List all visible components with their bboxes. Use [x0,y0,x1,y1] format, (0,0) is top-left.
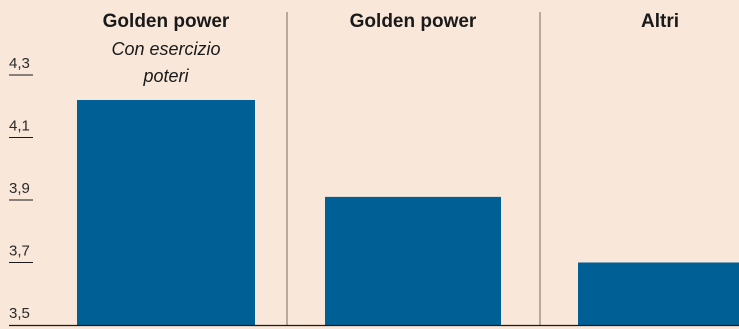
bars [77,100,739,325]
y-tick-label: 3,7 [9,243,30,260]
column-subheader: Con esercizio poteri [111,39,220,86]
y-tick-label: 4,1 [9,118,30,135]
bar [325,196,501,325]
column-headers: Golden power Con esercizio poteri Golden po… [103,11,679,86]
column-dividers [286,12,541,325]
y-tick-label: 4,3 [9,55,30,72]
y-tick-label: 3,5 [9,305,30,322]
column-header: Golden power [103,11,230,32]
bar [578,262,739,325]
y-tick-label: 3,9 [9,180,30,197]
y-axis: 3,5 3,7 3,9 4,1 4,3 [9,55,33,322]
column-header: Golden power [350,11,477,32]
bar [77,100,255,325]
column-header: Altri [641,11,679,32]
